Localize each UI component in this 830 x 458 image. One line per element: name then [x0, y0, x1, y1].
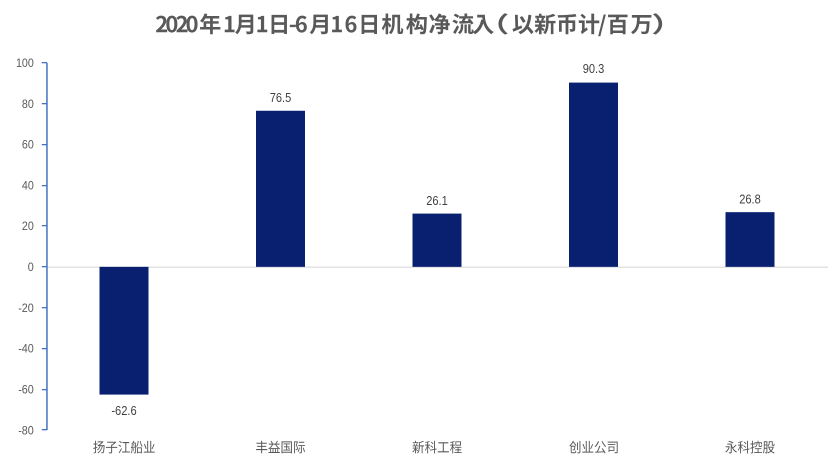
- svg-text:26.1: 26.1: [426, 193, 448, 208]
- svg-text:-62.6: -62.6: [111, 403, 136, 418]
- svg-text:-60: -60: [18, 384, 34, 396]
- svg-text:-40: -40: [18, 344, 34, 356]
- svg-text:90.3: 90.3: [583, 61, 605, 76]
- svg-text:-20: -20: [18, 303, 34, 315]
- svg-text:76.5: 76.5: [270, 90, 292, 105]
- svg-text:40: 40: [22, 180, 34, 192]
- svg-text:20: 20: [22, 221, 34, 233]
- svg-text:26.8: 26.8: [739, 192, 761, 207]
- svg-text:80: 80: [22, 99, 34, 111]
- svg-text:100: 100: [16, 58, 34, 70]
- svg-text:60: 60: [22, 140, 34, 152]
- svg-text:-80: -80: [18, 425, 34, 437]
- svg-text:0: 0: [28, 262, 34, 274]
